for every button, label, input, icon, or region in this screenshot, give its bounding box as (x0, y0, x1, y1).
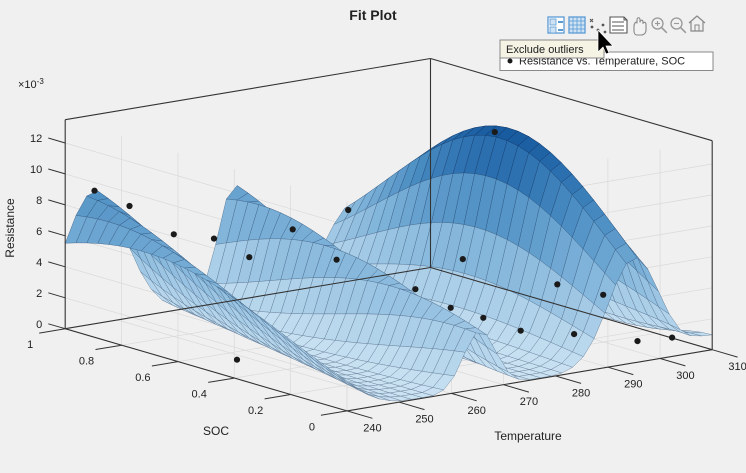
svg-text:300: 300 (676, 370, 694, 382)
svg-text:Exclude outliers: Exclude outliers (506, 44, 584, 56)
svg-text:0: 0 (309, 421, 315, 433)
svg-text:0.4: 0.4 (192, 388, 207, 400)
svg-text:2: 2 (36, 288, 42, 300)
svg-text:0: 0 (36, 319, 42, 331)
svg-text:Resistance: Resistance (3, 198, 17, 258)
svg-text:Temperature: Temperature (494, 429, 562, 443)
svg-text:0.2: 0.2 (248, 405, 263, 417)
svg-text:250: 250 (415, 414, 433, 426)
svg-text:310: 310 (728, 361, 746, 373)
svg-text:0.6: 0.6 (135, 372, 150, 384)
svg-text:4: 4 (36, 257, 42, 269)
svg-text:6: 6 (36, 226, 42, 238)
svg-text:0.8: 0.8 (79, 356, 94, 368)
svg-text:12: 12 (30, 133, 42, 145)
svg-text:270: 270 (520, 396, 538, 408)
svg-text:280: 280 (572, 387, 590, 399)
svg-text:Fit Plot: Fit Plot (349, 7, 397, 23)
svg-text:1: 1 (27, 339, 33, 351)
svg-text:10: 10 (30, 164, 42, 176)
svg-text:SOC: SOC (203, 424, 229, 438)
svg-text:8: 8 (36, 195, 42, 207)
svg-text:260: 260 (468, 405, 486, 417)
svg-text:290: 290 (624, 379, 642, 391)
svg-text:240: 240 (363, 422, 381, 434)
